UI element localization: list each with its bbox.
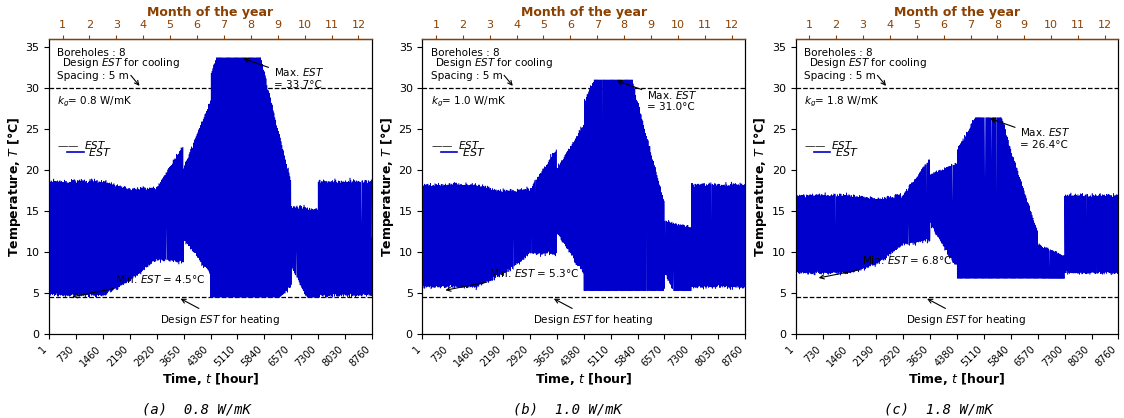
- Text: Boreholes : 8: Boreholes : 8: [57, 48, 126, 58]
- Text: Design $EST$ for cooling: Design $EST$ for cooling: [808, 56, 926, 85]
- Text: Min. $EST$ = 6.8°C: Min. $EST$ = 6.8°C: [819, 255, 952, 279]
- Text: Design $EST$ for heating: Design $EST$ for heating: [906, 299, 1026, 326]
- Text: Max. $EST$
= 26.4°C: Max. $EST$ = 26.4°C: [991, 118, 1071, 150]
- Text: ——  $EST$: —— $EST$: [57, 139, 107, 151]
- Y-axis label: Temperature, $T$ [°C]: Temperature, $T$ [°C]: [379, 116, 396, 257]
- Text: Design $EST$ for cooling: Design $EST$ for cooling: [435, 56, 553, 85]
- Text: ——  $EST$: —— $EST$: [804, 139, 853, 151]
- X-axis label: Time, $t$ [hour]: Time, $t$ [hour]: [535, 371, 633, 387]
- Text: (a)  0.8 W/mK: (a) 0.8 W/mK: [143, 403, 251, 417]
- Text: Design $EST$ for cooling: Design $EST$ for cooling: [62, 56, 180, 85]
- Text: Boreholes : 8: Boreholes : 8: [804, 48, 872, 58]
- X-axis label: Time, $t$ [hour]: Time, $t$ [hour]: [908, 371, 1006, 387]
- Text: Min. $EST$ = 4.5°C: Min. $EST$ = 4.5°C: [73, 273, 206, 298]
- Y-axis label: Temperature, $T$ [°C]: Temperature, $T$ [°C]: [6, 116, 22, 257]
- Legend: $EST$: $EST$: [63, 142, 117, 163]
- Text: $k_g$= 0.8 W/mK: $k_g$= 0.8 W/mK: [57, 95, 133, 109]
- Text: (b)  1.0 W/mK: (b) 1.0 W/mK: [514, 403, 622, 417]
- Text: Boreholes : 8: Boreholes : 8: [430, 48, 499, 58]
- Text: ——  $EST$: —— $EST$: [430, 139, 480, 151]
- Text: Spacing : 5 m: Spacing : 5 m: [57, 71, 129, 81]
- X-axis label: Month of the year: Month of the year: [520, 5, 647, 18]
- Text: Design $EST$ for heating: Design $EST$ for heating: [160, 299, 280, 326]
- Text: Max. $EST$
= 33.7°C: Max. $EST$ = 33.7°C: [245, 59, 324, 90]
- Y-axis label: Temperature, $T$ [°C]: Temperature, $T$ [°C]: [752, 116, 769, 257]
- Text: $k_g$= 1.0 W/mK: $k_g$= 1.0 W/mK: [430, 95, 506, 109]
- Text: Spacing : 5 m: Spacing : 5 m: [430, 71, 502, 81]
- Text: Spacing : 5 m: Spacing : 5 m: [804, 71, 876, 81]
- X-axis label: Month of the year: Month of the year: [147, 5, 273, 18]
- Text: Max. $EST$
= 31.0°C: Max. $EST$ = 31.0°C: [618, 81, 697, 112]
- X-axis label: Time, $t$ [hour]: Time, $t$ [hour]: [162, 371, 260, 387]
- Text: $k_g$= 1.8 W/mK: $k_g$= 1.8 W/mK: [804, 95, 879, 109]
- Text: Min. $EST$ = 5.3°C: Min. $EST$ = 5.3°C: [446, 267, 579, 291]
- Legend: $EST$: $EST$: [809, 142, 863, 163]
- X-axis label: Month of the year: Month of the year: [894, 5, 1021, 18]
- Text: Design $EST$ for heating: Design $EST$ for heating: [533, 299, 653, 326]
- Text: (c)  1.8 W/mK: (c) 1.8 W/mK: [885, 403, 992, 417]
- Legend: $EST$: $EST$: [436, 142, 490, 163]
